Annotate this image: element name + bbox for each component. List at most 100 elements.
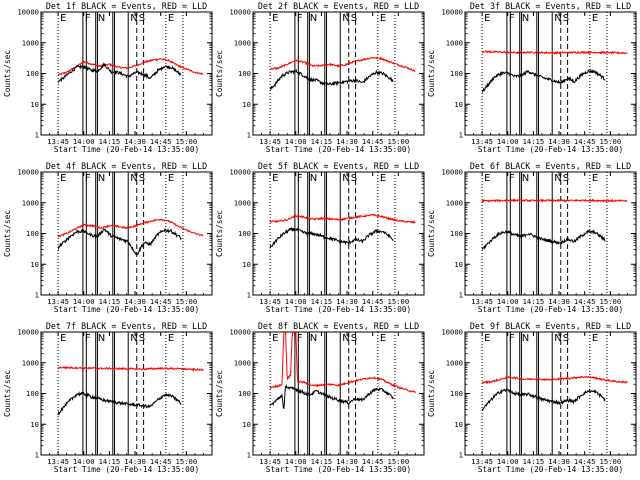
marker-label: N [554, 173, 561, 184]
x-tick-label: 14:00 [497, 137, 519, 146]
y-tick-label: 1 [459, 291, 463, 300]
y-tick-label: 100 [238, 389, 251, 398]
marker-label: S [139, 173, 145, 184]
y-tick-label: 10 [30, 100, 39, 109]
panel-9: Det 9f BLACK = Events, RED = LLD 1 10 100 10… [427, 321, 637, 474]
y-tick-label: 1 [459, 451, 463, 460]
x-tick-label: 14:15 [311, 137, 333, 146]
marker-label: E [592, 173, 598, 184]
marker-label: E [592, 333, 598, 344]
plot-frame [252, 11, 425, 136]
y-tick-label: 10000 [229, 328, 251, 337]
x-tick-label: 14:45 [150, 297, 172, 306]
y-tick-label: 1 [247, 131, 251, 140]
panel-8: Det 8f BLACK = Events, RED = LLD 1 10 100 10… [215, 321, 425, 474]
marker-label: E [272, 13, 278, 24]
panel-title: Det 3f BLACK = Events, RED = LLD [470, 1, 631, 11]
x-axis-label: Start Time (20-Feb-14 13:35:00) [54, 465, 200, 474]
y-tick-label: 10 [30, 420, 39, 429]
lld-series [481, 198, 628, 203]
marker-label: N [310, 333, 317, 344]
x-axis-label: Start Time (20-Feb-14 13:35:00) [54, 305, 200, 314]
y-tick-label: 1000 [446, 358, 463, 367]
x-tick-label: 14:00 [497, 297, 519, 306]
x-tick-label: 14:45 [574, 297, 596, 306]
marker-label: F [85, 13, 91, 24]
y-tick-label: 10 [454, 100, 463, 109]
y-tick-label: 10 [242, 420, 251, 429]
marker-label: S [351, 333, 357, 344]
y-tick-label: 10 [242, 260, 251, 269]
x-tick-label: 14:15 [99, 297, 121, 306]
y-tick-label: 1 [247, 291, 251, 300]
marker-label: E [60, 173, 66, 184]
x-tick-label: 14:15 [311, 457, 333, 466]
marker-label: S [139, 333, 145, 344]
x-tick-label: 14:45 [362, 137, 384, 146]
x-tick-label: 13:45 [259, 297, 281, 306]
x-tick-label: 14:15 [523, 297, 545, 306]
y-axis-label: Counts/sec [3, 50, 12, 97]
x-tick-label: 13:45 [471, 297, 493, 306]
x-tick-label: 14:30 [548, 457, 570, 466]
marker-label: E [168, 173, 174, 184]
y-axis-label: Counts/sec [427, 50, 436, 97]
y-tick-label: 100 [238, 69, 251, 78]
marker-label: E [380, 13, 386, 24]
panel-6: Det 6f BLACK = Events, RED = LLD 1 10 100 10… [427, 161, 637, 314]
panel-title: Det 5f BLACK = Events, RED = LLD [258, 161, 419, 171]
lld-series [57, 218, 204, 238]
y-tick-label: 100 [26, 69, 39, 78]
plot-frame [252, 331, 425, 456]
marker-label: S [563, 173, 569, 184]
y-tick-label: 100 [26, 389, 39, 398]
events-series [269, 226, 394, 249]
x-tick-label: 15:00 [388, 137, 410, 146]
x-tick-label: 13:45 [47, 457, 69, 466]
events-series [269, 68, 394, 90]
x-tick-label: 15:00 [176, 137, 198, 146]
x-axis-label: Start Time (20-Feb-14 13:35:00) [478, 305, 624, 314]
y-tick-label: 10000 [441, 8, 463, 17]
marker-label: N [342, 13, 349, 24]
y-tick-label: 1 [459, 131, 463, 140]
panel-title: Det 7f BLACK = Events, RED = LLD [46, 321, 207, 331]
events-series [481, 388, 606, 412]
marker-label: N [310, 173, 317, 184]
plot-frame [40, 331, 213, 456]
x-tick-label: 14:45 [574, 457, 596, 466]
plot-frame [40, 11, 213, 136]
marker-label: F [509, 13, 515, 24]
y-tick-label: 100 [26, 229, 39, 238]
marker-label: N [310, 13, 317, 24]
x-tick-label: 14:30 [124, 137, 146, 146]
marker-label: E [168, 333, 174, 344]
marker-label: F [297, 173, 303, 184]
y-tick-label: 100 [238, 229, 251, 238]
y-tick-label: 1000 [22, 358, 39, 367]
marker-label: E [484, 13, 490, 24]
x-tick-label: 14:45 [150, 457, 172, 466]
marker-label: E [380, 173, 386, 184]
x-tick-label: 14:00 [497, 457, 519, 466]
panel-title: Det 9f BLACK = Events, RED = LLD [470, 321, 631, 331]
x-tick-label: 14:00 [73, 297, 95, 306]
marker-label: E [168, 13, 174, 24]
x-tick-label: 14:45 [574, 137, 596, 146]
x-tick-label: 14:00 [285, 297, 307, 306]
panel-7: Det 7f BLACK = Events, RED = LLD 1 10 100 10… [3, 321, 213, 474]
lld-series [481, 375, 628, 385]
x-tick-label: 15:00 [388, 457, 410, 466]
panel-5: Det 5f BLACK = Events, RED = LLD 1 10 100 10… [215, 161, 425, 314]
panel-title: Det 6f BLACK = Events, RED = LLD [470, 161, 631, 171]
marker-label: N [522, 333, 529, 344]
lld-series [269, 332, 416, 394]
y-tick-label: 10 [30, 260, 39, 269]
marker-label: E [484, 173, 490, 184]
x-tick-label: 14:15 [99, 137, 121, 146]
marker-label: N [342, 333, 349, 344]
y-tick-label: 1000 [446, 198, 463, 207]
y-axis-label: Counts/sec [215, 370, 224, 417]
x-tick-label: 15:00 [176, 297, 198, 306]
